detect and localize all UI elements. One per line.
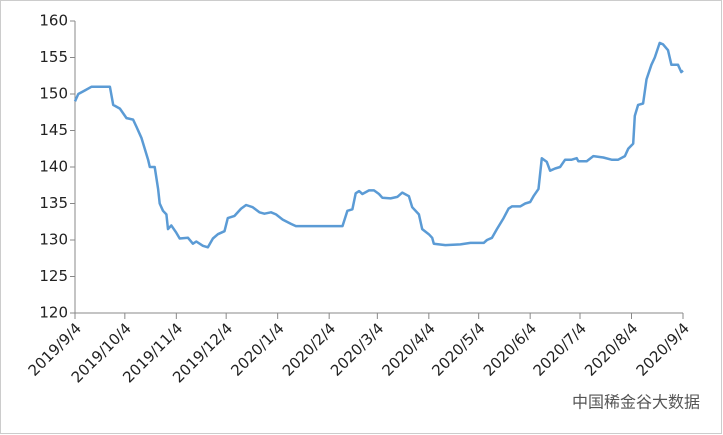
watermark: 中国稀金谷大数据 — [572, 393, 700, 412]
y-tick-label: 140 — [39, 158, 68, 176]
y-tick-label: 155 — [39, 48, 68, 66]
y-tick-label: 130 — [39, 231, 68, 249]
y-tick-label: 120 — [39, 304, 68, 322]
y-tick-label: 150 — [39, 85, 68, 103]
y-tick-label: 160 — [39, 12, 68, 30]
y-tick-label: 125 — [39, 267, 68, 285]
y-tick-label: 135 — [39, 194, 68, 212]
data-line — [73, 41, 684, 249]
y-tick-label: 145 — [39, 121, 68, 139]
